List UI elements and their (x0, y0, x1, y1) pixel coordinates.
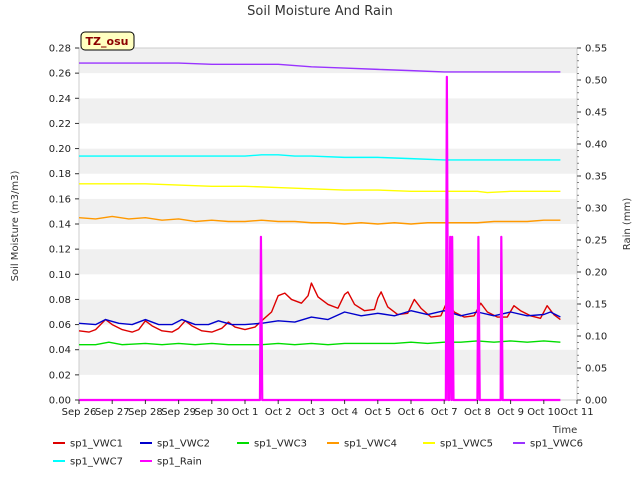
grid-band (79, 123, 577, 149)
x-tick-label: Oct 10 (527, 407, 560, 418)
y-left-tick-label: 0.12 (49, 245, 71, 256)
grid-band (79, 198, 577, 224)
tz-badge-box (80, 31, 135, 51)
y-right-tick-label: 0.45 (585, 108, 607, 119)
x-tick-label: Oct 7 (431, 407, 458, 418)
x-tick-label: Oct 4 (331, 407, 358, 418)
x-tick-label: Oct 3 (298, 407, 325, 418)
y-left-tick-label: 0.06 (49, 320, 71, 331)
axes-layer: 0.00 0.02 0.04 0.06 0.08 0.10 0.12 0.14 0.16 0.18… (49, 44, 608, 419)
y-right-tick-label: 0.40 (585, 140, 607, 151)
legend-label: sp1_VWC2 (157, 439, 210, 450)
grid-band (79, 274, 577, 300)
x-tick-label: Sep 28 (128, 407, 163, 418)
y-left-tick-label: 0.02 (49, 370, 71, 381)
x-tick-label: Oct 1 (232, 407, 259, 418)
series-line-sp1-vwc7 (79, 154, 561, 161)
series-line-sp1-rain (79, 75, 561, 402)
y-left-tick-label: 0.14 (49, 220, 71, 231)
y-right-tick-label: 0.55 (585, 44, 607, 55)
y-left-tick-label: 0.10 (49, 270, 71, 281)
grid-bands (79, 48, 577, 400)
x-tick-label: Sep 30 (194, 407, 229, 418)
y-right-tick-label: 0.50 (585, 76, 607, 87)
y-left-tick-label: 0.16 (49, 194, 71, 205)
tz-badge: TZ_osu (80, 31, 135, 51)
legend-label: sp1_Rain (157, 457, 202, 468)
x-tick-label: Oct 5 (364, 407, 391, 418)
grid-band (79, 374, 577, 400)
grid-band (79, 249, 577, 275)
y-right-tick-label: 0.25 (585, 236, 607, 247)
tz-badge-label: TZ_osu (86, 35, 129, 48)
legend-label: sp1_VWC1 (70, 439, 123, 450)
x-tick-label: Sep 29 (161, 407, 196, 418)
grid-band (79, 324, 577, 350)
y-left-tick-label: 0.20 (49, 144, 71, 155)
y-axis-left-title: Soil Moisture (m3/m3) (10, 171, 21, 282)
y-right-tick-label: 0.10 (585, 332, 607, 343)
grid-band (79, 224, 577, 250)
grid-band (79, 48, 577, 74)
y-right-tick-label: 0.35 (585, 172, 607, 183)
y-left-tick-label: 0.24 (49, 94, 71, 105)
legend-label: sp1_VWC7 (70, 457, 123, 468)
x-axis-title: Time (552, 425, 577, 436)
series-line-sp1-vwc2 (78, 310, 561, 326)
series-layer (78, 62, 561, 402)
x-tick-label: Oct 2 (265, 407, 292, 418)
x-tick-label: Oct 11 (560, 407, 593, 418)
x-tick-label: Oct 9 (497, 407, 524, 418)
x-tick-label: Sep 26 (62, 407, 97, 418)
y-left-tick-label: 0.26 (49, 69, 71, 80)
legend-label: sp1_VWC6 (530, 439, 583, 450)
legend-label: sp1_VWC3 (254, 439, 307, 450)
legend-label: sp1_VWC5 (440, 439, 493, 450)
chart-title: Soil Moisture And Rain (247, 4, 393, 19)
y-left-tick-label: 0.22 (49, 119, 71, 130)
x-tick-label: Oct 6 (398, 407, 425, 418)
series-line-sp1-vwc6 (79, 62, 561, 73)
y-axis-right-title: Rain (mm) (622, 198, 633, 251)
x-tick-label: Sep 27 (95, 407, 130, 418)
grid-band (79, 73, 577, 99)
y-right-tick-label: 0.00 (585, 396, 607, 407)
y-right-tick-label: 0.15 (585, 300, 607, 311)
y-right-tick-label: 0.20 (585, 268, 607, 279)
y-right-tick-label: 0.05 (585, 364, 607, 375)
series-line-sp1-vwc5 (79, 183, 561, 194)
y-left-tick-label: 0.28 (49, 44, 71, 55)
x-tick-label: Oct 8 (464, 407, 491, 418)
grid-band (79, 148, 577, 174)
series-line-sp1-vwc4 (78, 215, 561, 225)
grid-band (79, 98, 577, 124)
legend: sp1_VWC1 sp1_VWC2 sp1_VWC3 sp1_VWC4 sp1_VWC5… (53, 439, 583, 468)
legend-label: sp1_VWC4 (344, 439, 397, 450)
y-left-tick-label: 0.04 (49, 345, 71, 356)
y-left-tick-label: 0.00 (49, 396, 71, 407)
grid-band (79, 173, 577, 199)
y-left-tick-label: 0.18 (49, 169, 71, 180)
grid-band (79, 349, 577, 375)
y-left-tick-label: 0.08 (49, 295, 71, 306)
y-right-tick-label: 0.30 (585, 204, 607, 215)
